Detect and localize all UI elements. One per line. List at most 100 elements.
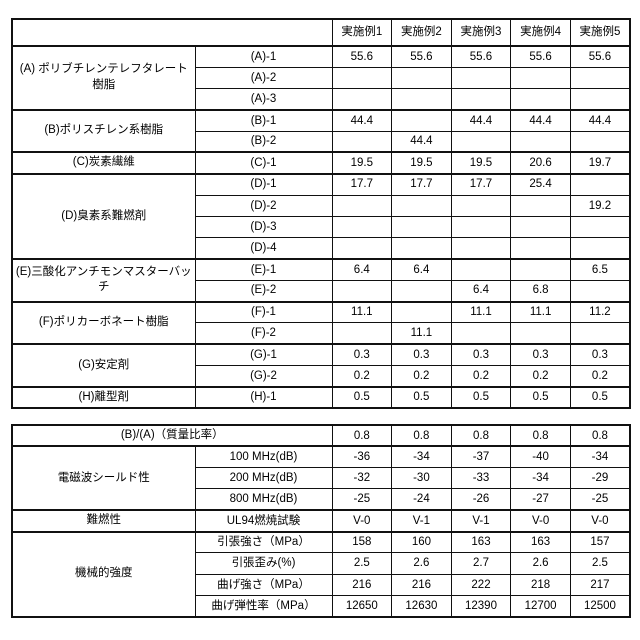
data-cell: 217	[570, 574, 630, 595]
group-label-2: (B)ポリスチレン系樹脂	[12, 110, 195, 153]
data-cell: 0.5	[392, 387, 452, 408]
data-cell: 11.1	[511, 302, 571, 323]
table-row: (A) ポリブチレンテレフタレート樹脂(A)-155.655.655.655.6…	[12, 46, 630, 67]
data-cell: 158	[332, 532, 392, 553]
data-cell	[511, 238, 571, 259]
data-cell: 0.3	[570, 344, 630, 365]
data-cell: V-0	[511, 510, 571, 531]
data-cell: 11.1	[451, 302, 511, 323]
data-cell: 2.7	[451, 553, 511, 574]
group-label-1: (A) ポリブチレンテレフタレート樹脂	[12, 46, 195, 110]
data-cell: 44.4	[392, 131, 452, 152]
data-cell: 17.7	[392, 174, 452, 195]
data-cell	[511, 259, 571, 280]
sub-label: (G)-1	[195, 344, 332, 365]
data-cell: 2.6	[511, 553, 571, 574]
table-row: (F)ポリカーボネート樹脂(F)-111.111.111.111.2	[12, 302, 630, 323]
data-cell: 12700	[511, 595, 571, 616]
data-cell	[332, 238, 392, 259]
table-row: (D)臭素系難燃剤(D)-117.717.717.725.4	[12, 174, 630, 195]
data-cell: V-0	[570, 510, 630, 531]
data-cell	[332, 67, 392, 88]
data-cell	[451, 89, 511, 110]
group-label-2: 難燃性	[12, 510, 195, 531]
data-cell	[511, 195, 571, 216]
data-cell: 0.2	[511, 365, 571, 386]
data-cell	[451, 195, 511, 216]
data-cell: 218	[511, 574, 571, 595]
sub-label: 引張強さ（MPa）	[195, 532, 332, 553]
data-cell: 12500	[570, 595, 630, 616]
column-header-4: 実施例4	[511, 19, 571, 46]
table-separator	[11, 409, 629, 424]
data-cell: 55.6	[570, 46, 630, 67]
data-cell	[451, 259, 511, 280]
table-row: 難燃性UL94燃焼試験V-0V-1V-1V-0V-0	[12, 510, 630, 531]
table-row: 機械的強度引張強さ（MPa）158160163163157	[12, 532, 630, 553]
column-header-3: 実施例3	[451, 19, 511, 46]
data-cell: -25	[570, 489, 630, 510]
data-cell	[332, 323, 392, 344]
data-cell	[570, 216, 630, 237]
ratio-row: (B)/(A)（質量比率）0.80.80.80.80.8	[12, 425, 630, 446]
data-cell: 0.5	[511, 387, 571, 408]
group-label-5: (E)三酸化アンチモンマスターバッチ	[12, 259, 195, 302]
data-cell: 6.4	[451, 280, 511, 301]
properties-table: (B)/(A)（質量比率）0.80.80.80.80.8電磁波シールド性100 …	[11, 424, 631, 618]
sub-label: (A)-3	[195, 89, 332, 110]
data-cell: -37	[451, 446, 511, 467]
table-row: (E)三酸化アンチモンマスターバッチ(E)-16.46.46.5	[12, 259, 630, 280]
corner-cell	[12, 19, 332, 46]
data-cell: 6.5	[570, 259, 630, 280]
data-cell: 19.2	[570, 195, 630, 216]
data-cell: 0.3	[332, 344, 392, 365]
group-label-3: 機械的強度	[12, 532, 195, 617]
data-cell: -34	[570, 446, 630, 467]
data-cell: 44.4	[451, 110, 511, 131]
data-cell: 2.6	[392, 553, 452, 574]
sub-label: (A)-1	[195, 46, 332, 67]
data-cell: -30	[392, 468, 452, 489]
data-cell: 0.5	[332, 387, 392, 408]
data-cell: 0.5	[451, 387, 511, 408]
sub-label: (D)-4	[195, 238, 332, 259]
data-cell: 55.6	[511, 46, 571, 67]
column-header-5: 実施例5	[570, 19, 630, 46]
data-cell: 44.4	[511, 110, 571, 131]
sub-label: (C)-1	[195, 152, 332, 173]
data-cell	[392, 280, 452, 301]
data-cell: 11.1	[332, 302, 392, 323]
data-cell: -29	[570, 468, 630, 489]
sub-label: (A)-2	[195, 67, 332, 88]
data-cell	[451, 67, 511, 88]
data-cell	[570, 174, 630, 195]
data-cell	[570, 280, 630, 301]
data-cell: 44.4	[332, 110, 392, 131]
data-cell	[392, 302, 452, 323]
data-cell	[570, 67, 630, 88]
data-cell	[451, 323, 511, 344]
sub-label: (F)-2	[195, 323, 332, 344]
group-label-4: (D)臭素系難燃剤	[12, 174, 195, 259]
data-cell	[392, 195, 452, 216]
sub-label: (D)-3	[195, 216, 332, 237]
data-cell: 6.4	[332, 259, 392, 280]
sub-label: (D)-2	[195, 195, 332, 216]
data-cell: 2.5	[332, 553, 392, 574]
data-cell: 163	[511, 532, 571, 553]
data-cell: -40	[511, 446, 571, 467]
data-cell: 0.5	[570, 387, 630, 408]
data-cell: 0.3	[511, 344, 571, 365]
data-cell: 6.8	[511, 280, 571, 301]
data-cell	[332, 280, 392, 301]
data-cell: -36	[332, 446, 392, 467]
composition-header-row: 実施例1実施例2実施例3実施例4実施例5	[12, 19, 630, 46]
sub-label: 曲げ弾性率（MPa）	[195, 595, 332, 616]
data-cell: -25	[332, 489, 392, 510]
data-cell	[451, 238, 511, 259]
data-cell: 44.4	[570, 110, 630, 131]
group-label-3: (C)炭素繊維	[12, 152, 195, 173]
document-page: 実施例1実施例2実施例3実施例4実施例5(A) ポリブチレンテレフタレート樹脂(…	[0, 0, 640, 640]
data-cell	[392, 238, 452, 259]
data-cell	[332, 216, 392, 237]
